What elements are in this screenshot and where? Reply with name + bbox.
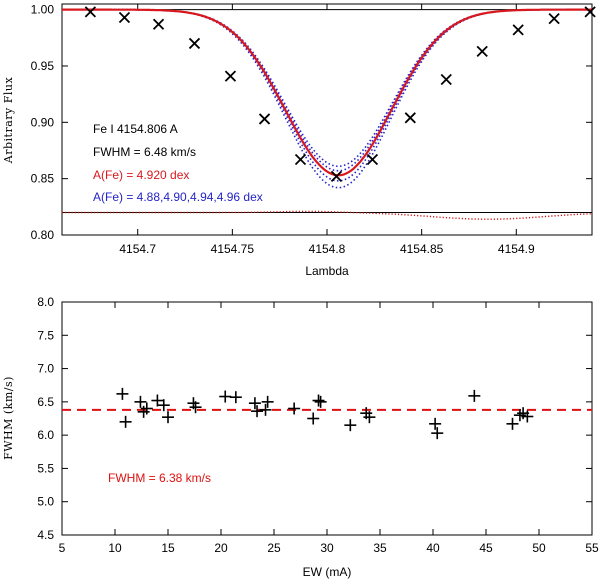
- observed-point: [440, 73, 452, 86]
- abundance-grid-annotation: A(Fe) = 4.88,4.90,4.94,4.96 dex: [93, 190, 263, 204]
- bottom-x-tick-label: 30: [320, 541, 334, 555]
- bottom-x-ticks: 5 10 15 20 25 30 35 40 45 50 55: [59, 302, 599, 555]
- top-x-ticks: 4154.7 4154.75 4154.8 4154.85 4154.9: [62, 4, 592, 256]
- fwhm-point: [513, 409, 526, 422]
- fwhm-point: [261, 395, 274, 408]
- bottom-y-tick-label: 6.0: [37, 428, 54, 442]
- fwhm-point: [119, 415, 132, 428]
- fwhm-point: [229, 391, 242, 404]
- fwhm-points: [116, 387, 534, 440]
- bottom-x-tick-label: 10: [108, 541, 122, 555]
- fwhm-point: [219, 390, 232, 403]
- best-fit-curve: [62, 8, 592, 177]
- mean-fwhm-annotation: FWHM = 6.38 km/s: [108, 471, 211, 485]
- bottom-x-tick-label: 5: [59, 541, 66, 555]
- bottom-x-tick-label: 55: [585, 541, 599, 555]
- bottom-y-tick-label: 8.0: [37, 295, 54, 309]
- fwhm-point: [189, 401, 202, 414]
- fwhm-point: [288, 402, 301, 415]
- fwhm-point: [157, 399, 170, 412]
- bottom-y-tick-label: 4.5: [37, 528, 54, 542]
- fwhm-point: [251, 405, 264, 418]
- bottom-x-tick-label: 20: [214, 541, 228, 555]
- fwhm-point: [151, 394, 164, 407]
- bottom-y-tick-label: 6.5: [37, 395, 54, 409]
- fwhm-point: [344, 419, 357, 432]
- observed-point: [258, 113, 271, 125]
- observed-point: [512, 24, 524, 36]
- observed-point: [294, 153, 307, 166]
- bottom-y-tick-label: 5.0: [37, 495, 54, 509]
- fwhm-point: [116, 387, 129, 400]
- grid-fit-curve: [62, 8, 592, 189]
- observed-point: [548, 13, 560, 25]
- top-y-ticks: 0.80 0.85 0.90 0.95 1.00: [31, 3, 592, 242]
- top-x-tick-label: 4154.85: [400, 242, 444, 256]
- top-y-tick-label: 0.80: [31, 228, 55, 242]
- top-x-axis-title: Lambda: [305, 264, 349, 278]
- top-x-tick-label: 4154.7: [119, 242, 156, 256]
- bottom-x-tick-label: 15: [161, 541, 175, 555]
- fwhm-point: [429, 417, 442, 430]
- observed-point: [366, 153, 379, 166]
- fwhm-point: [259, 403, 272, 416]
- fwhm-point: [312, 394, 325, 407]
- fwhm-point: [162, 411, 174, 424]
- bottom-y-tick-label: 5.5: [37, 461, 54, 475]
- fwhm-point: [307, 412, 320, 425]
- bottom-x-tick-label: 35: [373, 541, 387, 555]
- top-y-tick-label: 0.85: [31, 172, 55, 186]
- top-y-tick-label: 0.95: [31, 59, 55, 73]
- observed-point: [224, 70, 237, 82]
- fwhm-point: [431, 427, 444, 440]
- residual-region: [62, 210, 593, 220]
- best-abundance-annotation: A(Fe) = 4.920 dex: [93, 168, 189, 182]
- top-y-tick-label: 0.90: [31, 115, 55, 129]
- residual-curve: [62, 210, 593, 220]
- fwhm-point: [134, 395, 147, 408]
- fwhm-point: [363, 411, 376, 424]
- spectral-fit-panel: 4154.7 4154.75 4154.8 4154.85 4154.9 0.800.8…: [2, 3, 596, 278]
- observed-point: [330, 170, 343, 183]
- observed-point: [584, 6, 596, 18]
- fwhm-vs-ew-panel: 5 10 15 20 25 30 35 40 45 50 55 4.5 5.0 5.5 6.0 6.5 7.0…: [2, 295, 599, 579]
- fwhm-point: [314, 395, 327, 408]
- bottom-x-tick-label: 45: [479, 541, 493, 555]
- fwhm-point: [521, 410, 534, 423]
- top-x-tick-label: 4154.8: [309, 242, 346, 256]
- grid-fit-curve: [62, 8, 592, 168]
- top-y-axis-title: Arbitrary Flux: [2, 77, 15, 165]
- observed-points: [84, 6, 596, 183]
- observed-point: [152, 18, 165, 30]
- abundance-grid-curves: [62, 8, 592, 189]
- top-y-tick-label: 1.00: [31, 3, 55, 17]
- bottom-y-tick-label: 7.0: [37, 362, 54, 376]
- observed-point: [476, 45, 488, 57]
- best-fit-curve-group: [62, 8, 592, 177]
- top-x-tick-label: 4154.9: [498, 242, 535, 256]
- bottom-x-tick-label: 25: [267, 541, 281, 555]
- observed-point: [84, 6, 97, 18]
- fwhm-point: [248, 397, 261, 410]
- bottom-y-ticks: 4.5 5.0 5.5 6.0 6.5 7.0 7.5 8.0: [37, 295, 592, 542]
- bottom-x-tick-label: 50: [532, 541, 546, 555]
- bottom-x-axis-title: EW (mA): [303, 565, 352, 579]
- fwhm-point: [137, 405, 150, 418]
- bottom-y-axis-title: FWHM (km/s): [2, 376, 15, 460]
- top-x-tick-label: 4154.75: [211, 242, 255, 256]
- line-id-annotation: Fe I 4154.806 A: [93, 122, 178, 136]
- observed-point: [404, 112, 416, 124]
- bottom-x-tick-label: 40: [426, 541, 440, 555]
- observed-point: [188, 37, 201, 50]
- top-fwhm-annotation: FWHM = 6.48 km/s: [93, 145, 196, 159]
- fwhm-point: [506, 417, 519, 430]
- fwhm-point: [140, 402, 153, 415]
- fwhm-point: [468, 389, 481, 402]
- bottom-y-tick-label: 7.5: [37, 328, 54, 342]
- observed-point: [118, 11, 131, 24]
